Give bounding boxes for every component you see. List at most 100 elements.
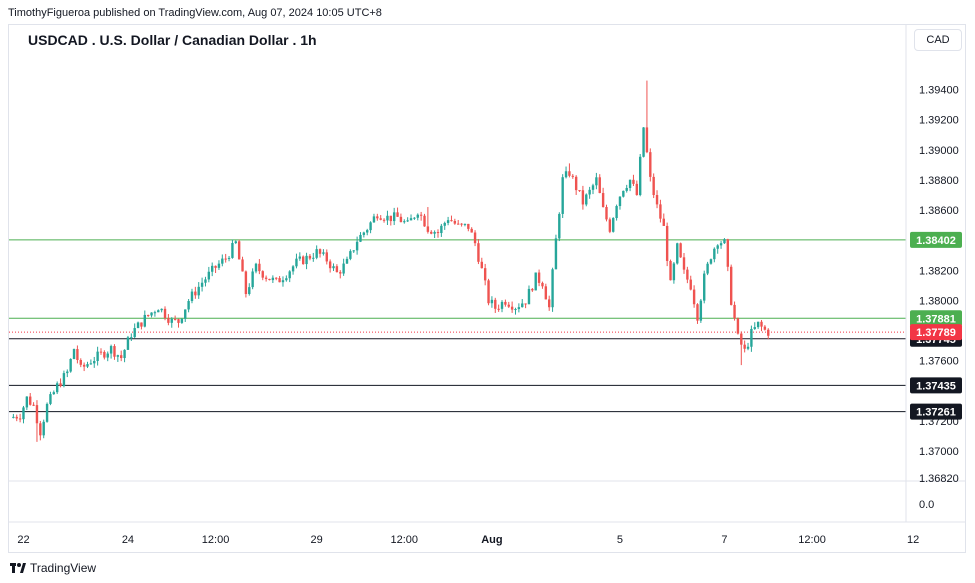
candle-body [736,318,740,334]
candle-body [457,223,460,225]
candle-body [285,278,288,281]
candle-body [517,307,521,310]
candle-body [399,216,403,223]
candle-body [86,364,89,367]
candle-body [571,175,574,177]
candle-body [389,215,393,222]
candle-body [376,216,379,219]
candle-body [332,266,335,269]
candles [12,80,770,442]
candle-body [318,249,322,254]
tradingview-logo[interactable]: TradingView [10,560,96,575]
candle-body [652,176,655,196]
candle-body [366,230,369,233]
candle-body [231,243,234,258]
candle-body [96,351,99,361]
candle-body [645,127,649,153]
candle-body [541,282,544,287]
x-tick-label: Aug [481,534,502,546]
candle-body [585,194,588,205]
candle-body [733,304,736,319]
candle-body [305,255,308,265]
candle-body [750,328,753,347]
x-tick-label: 7 [721,534,727,546]
candle-body [197,286,200,296]
publish-line: TimothyFigueroa published on TradingView… [8,7,382,19]
candle-body [359,234,362,242]
x-tick-label: 12:00 [391,534,419,546]
y-tick-label: 1.39400 [919,85,959,97]
last-price-tag [910,324,962,341]
y-tick-label: 1.37600 [919,356,959,368]
candle-body [143,314,146,327]
candle-body [35,405,39,424]
candle-body [635,183,639,195]
candle-body [32,404,35,406]
candle-body [642,127,645,157]
candle-body [601,193,605,208]
x-tick-label: 12:00 [202,534,230,546]
candle-body [278,278,281,283]
candle-body [52,392,56,395]
candle-body [416,214,419,218]
candle-body [659,204,662,219]
last-price-label: 1.37789 [916,327,956,339]
candle-body [467,223,470,229]
candle-body [679,243,682,258]
candle-body [268,278,271,281]
candle-body [227,257,231,259]
candle-body [160,308,163,311]
level-price-tag [910,231,962,248]
candle-body [153,312,157,314]
candle-body [706,263,709,274]
candle-body [342,263,345,274]
candle-body [409,218,413,221]
candle-body [443,222,446,226]
x-tick-label: 24 [122,534,134,546]
candle-body [352,250,355,252]
candle-body [79,359,82,365]
candle-body [93,360,96,364]
candle-body [450,220,453,222]
candle-body [133,328,136,338]
candle-body [453,220,457,224]
brand-name: TradingView [30,560,97,575]
candle-body [12,416,15,418]
candle-body [440,225,443,234]
candle-body [531,288,534,291]
candle-body [45,403,49,422]
candle-body [234,241,237,244]
y-tick-label: 1.37000 [919,446,959,458]
candle-body [258,263,261,272]
candle-body [39,423,42,436]
candle-body [200,282,204,287]
candle-body [349,251,352,259]
candle-body [113,346,116,357]
candle-body [106,353,109,358]
candle-body [713,248,716,260]
candle-body [699,300,703,321]
candle-body [581,190,585,205]
candle-body [72,349,76,359]
candle-body [386,215,389,221]
candle-body [281,280,285,283]
tradingview-logo-icon [10,562,26,573]
x-tick-label: 29 [311,534,323,546]
candle-body [608,219,612,232]
candle-body [184,309,187,319]
candle-body [22,407,25,420]
candle-body [672,263,676,281]
candle-body [676,243,679,264]
candle-body [382,219,386,221]
candle-body [275,277,278,279]
candle-body [763,326,767,330]
candle-body [177,319,180,323]
candle-body [544,286,548,300]
currency-button[interactable]: CAD [914,29,962,51]
candle-body [433,232,436,234]
candle-body [140,322,143,327]
candle-body [753,327,756,329]
candle-body [15,416,18,419]
candle-body [703,273,706,301]
